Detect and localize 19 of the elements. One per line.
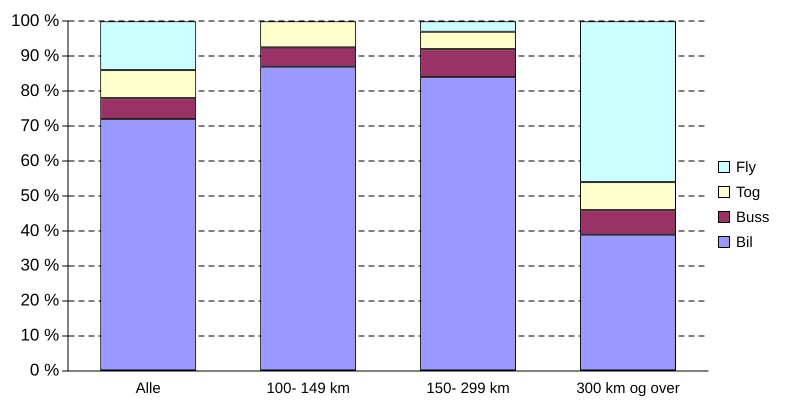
y-tick-label: 60 % [20,150,60,170]
y-tick-label: 70 % [20,116,60,135]
legend-label: Tog [736,184,760,200]
x-tick-label: 300 km og over [576,380,680,398]
y-tick-label: 90 % [20,46,60,65]
x-tick-label: Alle [136,380,161,398]
legend-label: Buss [736,208,770,226]
y-tick-label: 30 % [20,256,60,275]
y-tick-label: 0 % [30,360,60,380]
y-tick-label: 100 % [11,10,60,30]
x-tick-label: 150- 299 km [426,380,510,398]
y-tick-label: 80 % [20,80,60,100]
y-tick-label: 10 % [20,326,60,345]
legend-label: Fly [736,158,756,176]
y-tick-label: 20 % [20,290,60,310]
x-tick-label: 100- 149 km [266,380,350,398]
text: Bil [736,234,753,250]
y-tick-label: 40 % [20,220,60,240]
y-tick-label: 50 % [20,186,60,205]
